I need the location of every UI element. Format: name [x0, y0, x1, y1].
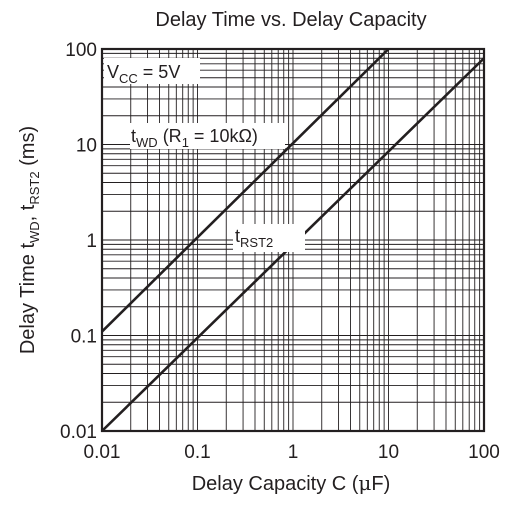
series-label-trst2: tRST2 [235, 226, 273, 250]
x-tick-label: 1 [288, 442, 299, 463]
y-tick-label: 10 [76, 136, 97, 157]
x-tick-labels: 0.01 0.1 1 10 100 [84, 442, 500, 463]
trst2-label-background [233, 224, 305, 252]
chart-title: Delay Time vs. Delay Capacity [155, 9, 426, 31]
y-tick-labels: 0.01 0.1 1 10 100 [60, 40, 97, 443]
x-tick-label: 0.01 [84, 442, 121, 463]
series-label-twd: tWD (R1 = 10kΩ) [131, 126, 258, 150]
y-tick-label: 0.1 [71, 327, 97, 348]
x-tick-label: 10 [378, 442, 399, 463]
y-tick-label: 100 [65, 40, 97, 61]
vcc-annotation: VCC = 5V [107, 62, 180, 86]
y-tick-label: 0.01 [60, 422, 97, 443]
plot-frame [100, 47, 486, 433]
y-axis-label: Delay Time tWD, tRST2 (ms) [17, 126, 42, 354]
vcc-label-background [104, 58, 200, 84]
x-tick-label: 100 [468, 442, 500, 463]
series-line-twd [101, 48, 390, 333]
x-axis-label: Delay Capacity C (μF) [192, 471, 391, 495]
y-tick-label: 1 [86, 231, 97, 252]
x-tick-label: 0.1 [184, 442, 210, 463]
twd-label-background [130, 123, 285, 149]
